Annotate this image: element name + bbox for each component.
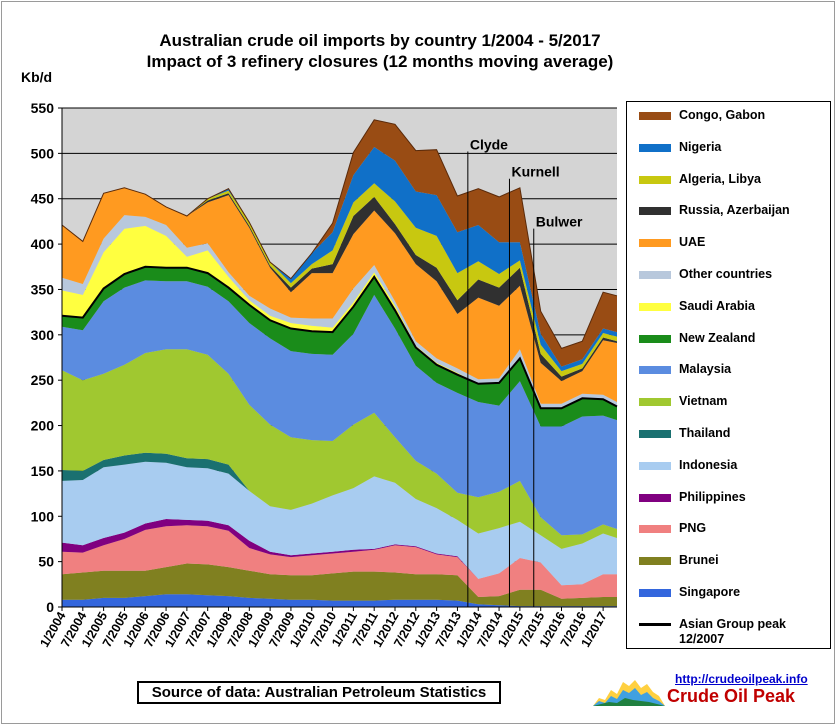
legend-label: Thailand: [679, 426, 731, 440]
legend-swatch: [639, 302, 671, 311]
y-tick-label: 450: [31, 191, 55, 207]
y-tick-label: 250: [31, 372, 55, 388]
line-total: [61, 119, 618, 350]
source-url-link[interactable]: http://crudeoilpeak.info: [675, 672, 808, 686]
y-axis-label: Kb/d: [21, 69, 53, 85]
legend-label: Russia, Azerbaijan: [679, 203, 790, 218]
legend-swatch: [639, 143, 671, 152]
legend-label: Brunei: [679, 553, 719, 568]
legend-label: Indonesia: [679, 457, 738, 472]
area-saudi-arabia: [62, 225, 617, 409]
legend-label: PNG: [679, 521, 707, 536]
y-tick-label: 400: [31, 236, 55, 252]
crude-oil-peak-logo-icon: [593, 680, 665, 706]
legend-swatch: [639, 175, 671, 184]
area-malaysia: [62, 280, 617, 536]
y-tick-label: 200: [31, 418, 55, 434]
area-png: [62, 525, 617, 599]
legend-label: New Zealand: [679, 330, 756, 345]
area-nigeria: [62, 147, 617, 372]
legend-swatch: [639, 430, 671, 438]
legend-swatch: [639, 589, 671, 597]
chart-title: Australian crude oil imports by country …: [159, 31, 601, 50]
legend-swatch: [639, 525, 671, 534]
area-brunei: [62, 563, 617, 607]
legend-label: Algeria, Libya: [679, 171, 761, 186]
legend-swatch: [639, 239, 671, 248]
area-new-zealand: [62, 266, 617, 427]
area-thailand: [62, 452, 617, 549]
legend-swatch: [639, 398, 671, 407]
y-tick-label: 0: [46, 599, 54, 615]
legend: Congo, Gabon Nigeria Algeria, Libya Russia,…: [626, 101, 831, 649]
y-tick-label: 100: [31, 508, 55, 524]
legend-swatch: [639, 112, 671, 120]
legend-swatch: [639, 493, 671, 502]
legend-swatch: [639, 271, 671, 279]
area-other-countries: [62, 215, 617, 409]
y-tick-label: 150: [31, 463, 55, 479]
legend-label: Philippines: [679, 489, 746, 504]
legend-label: Asian Group peak 12/2007: [679, 616, 786, 646]
y-tick-label: 50: [38, 554, 54, 570]
annotation-kurnell: Kurnell: [511, 164, 559, 180]
area-indonesia: [62, 461, 617, 586]
y-tick-label: 350: [31, 281, 55, 297]
area-algeria-libya: [62, 183, 617, 377]
legend-label: Saudi Arabia: [679, 298, 755, 313]
legend-swatch: [639, 334, 671, 343]
brand-name: Crude Oil Peak: [667, 686, 796, 706]
legend-swatch: [639, 461, 671, 470]
annotation-clyde: Clyde: [470, 136, 508, 152]
legend-label: Nigeria: [679, 139, 722, 154]
line-asian-group: [61, 265, 618, 410]
legend-label: Other countries: [679, 267, 773, 281]
legend-label: Malaysia: [679, 362, 732, 377]
y-tick-label: 550: [31, 100, 55, 116]
legend-swatch: [639, 207, 671, 216]
y-tick-label: 500: [31, 145, 55, 161]
chart-subtitle: Impact of 3 refinery closures (12 months…: [146, 52, 614, 71]
area-philippines: [62, 519, 617, 586]
legend-label: Singapore: [679, 585, 741, 599]
legend-swatch: [639, 366, 671, 375]
area-singapore: [62, 594, 617, 607]
y-tick-label: 300: [31, 327, 55, 343]
source-note: Source of data: Australian Petroleum Sta…: [137, 681, 501, 704]
legend-swatch: [639, 622, 671, 626]
legend-label: Congo, Gabon: [679, 108, 766, 122]
annotation-bulwer: Bulwer: [536, 213, 583, 229]
legend-label: UAE: [679, 235, 706, 250]
area-vietnam: [62, 349, 617, 549]
legend-label: Vietnam: [679, 394, 728, 409]
area-uae: [62, 187, 617, 404]
area-russia-azerbaijan: [62, 187, 617, 382]
legend-swatch: [639, 557, 671, 566]
